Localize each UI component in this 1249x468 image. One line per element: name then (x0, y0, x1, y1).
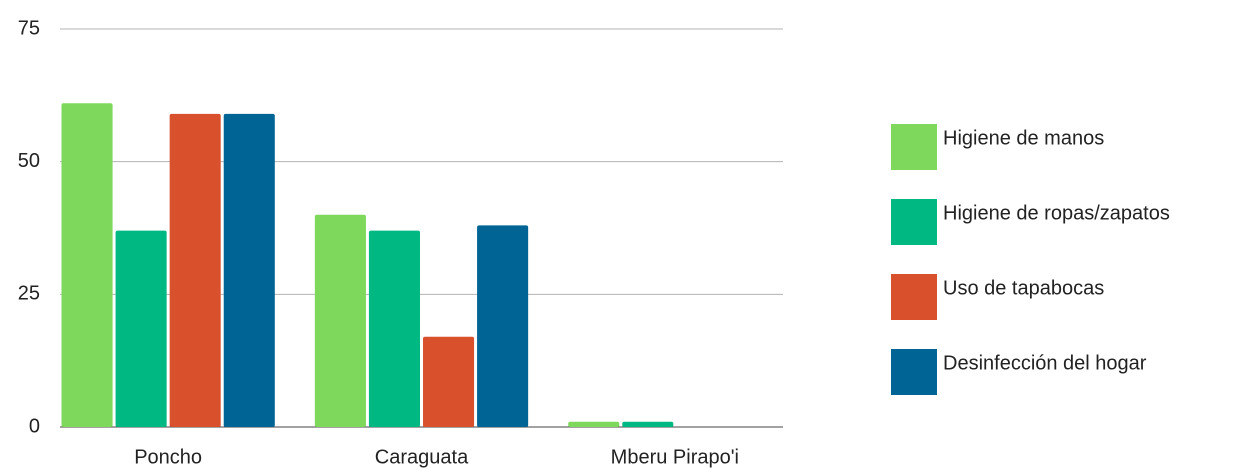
x-tick-label: Mberu Pirapo'i (611, 446, 739, 468)
legend-swatch (891, 199, 937, 245)
legend-swatch (891, 274, 937, 320)
legend-swatch (891, 349, 937, 395)
bar (169, 113, 221, 427)
bar (61, 103, 113, 427)
x-tick-label: Poncho (134, 446, 202, 468)
y-tick-label: 25 (18, 283, 40, 305)
bar (568, 421, 620, 427)
y-tick-label: 75 (18, 17, 40, 39)
bar (223, 113, 275, 427)
y-tick-label: 0 (29, 415, 40, 437)
legend-label: Higiene de ropas/zapatos (943, 202, 1170, 224)
legend-label: Uso de tapabocas (943, 277, 1104, 299)
bar (477, 225, 529, 427)
bar (314, 214, 366, 427)
bar (115, 230, 167, 427)
y-tick-label: 50 (18, 150, 40, 172)
legend-label: Higiene de manos (943, 127, 1104, 149)
bar (622, 421, 674, 427)
bar (423, 336, 475, 427)
bar (368, 230, 420, 427)
legend-label: Desinfección del hogar (943, 352, 1147, 374)
legend-swatch (891, 124, 937, 170)
x-tick-label: Caraguata (375, 446, 469, 468)
